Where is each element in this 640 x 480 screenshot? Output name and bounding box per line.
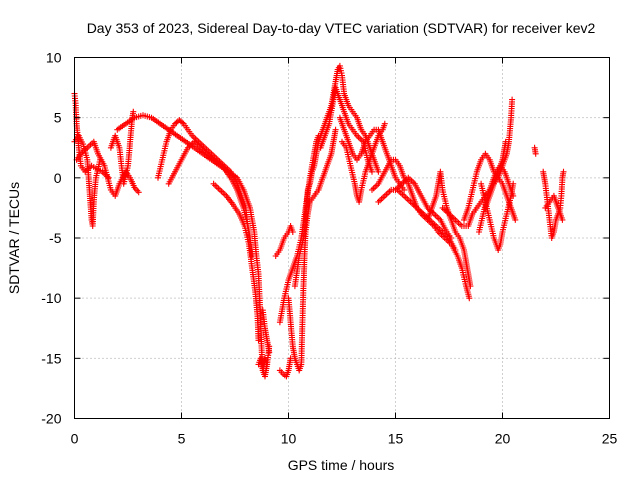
data-point — [467, 283, 474, 290]
data-point — [332, 126, 339, 133]
data-point — [466, 295, 473, 302]
x-tick-label: 20 — [495, 431, 511, 447]
data-point — [512, 216, 519, 223]
x-tick-labels: 0 5 10 15 20 25 — [71, 431, 618, 447]
data-point — [315, 132, 322, 139]
y-tick-label: 5 — [54, 110, 62, 126]
data-point — [375, 168, 382, 175]
data-point — [560, 168, 567, 175]
y-tick-label: -10 — [41, 290, 61, 306]
data-point — [130, 108, 137, 115]
data-point — [135, 189, 142, 196]
x-tick-label: 0 — [71, 431, 79, 447]
y-tick-label: -5 — [49, 230, 62, 246]
y-tick-labels: -20 -15 -10 -5 0 5 10 — [41, 50, 61, 427]
y-axis-label: SDTVAR / TECUs — [6, 182, 22, 294]
y-tick-label: -15 — [41, 350, 61, 366]
data-points — [71, 62, 567, 380]
axis-ticks — [74, 57, 610, 419]
data-point — [509, 96, 516, 103]
data-point — [559, 216, 566, 223]
x-tick-label: 15 — [388, 431, 404, 447]
y-tick-label: 0 — [54, 170, 62, 186]
x-axis-label: GPS time / hours — [288, 457, 395, 473]
data-point — [255, 337, 262, 344]
data-point — [502, 138, 509, 145]
x-tick-label: 25 — [602, 431, 618, 447]
data-point — [264, 361, 271, 368]
data-point — [532, 150, 539, 157]
y-tick-label: -20 — [41, 411, 61, 427]
x-tick-label: 10 — [281, 431, 297, 447]
data-point — [369, 168, 375, 175]
data-point — [510, 180, 517, 187]
data-point — [448, 235, 455, 241]
x-tick-label: 5 — [178, 431, 186, 447]
data-point — [289, 229, 296, 235]
data-point — [401, 186, 408, 193]
data-point — [179, 119, 186, 126]
data-point — [266, 349, 273, 356]
data-point — [381, 120, 388, 127]
chart-title: Day 353 of 2023, Sidereal Day-to-day VTE… — [87, 20, 596, 36]
y-tick-label: 10 — [46, 50, 62, 66]
data-point — [452, 247, 459, 253]
